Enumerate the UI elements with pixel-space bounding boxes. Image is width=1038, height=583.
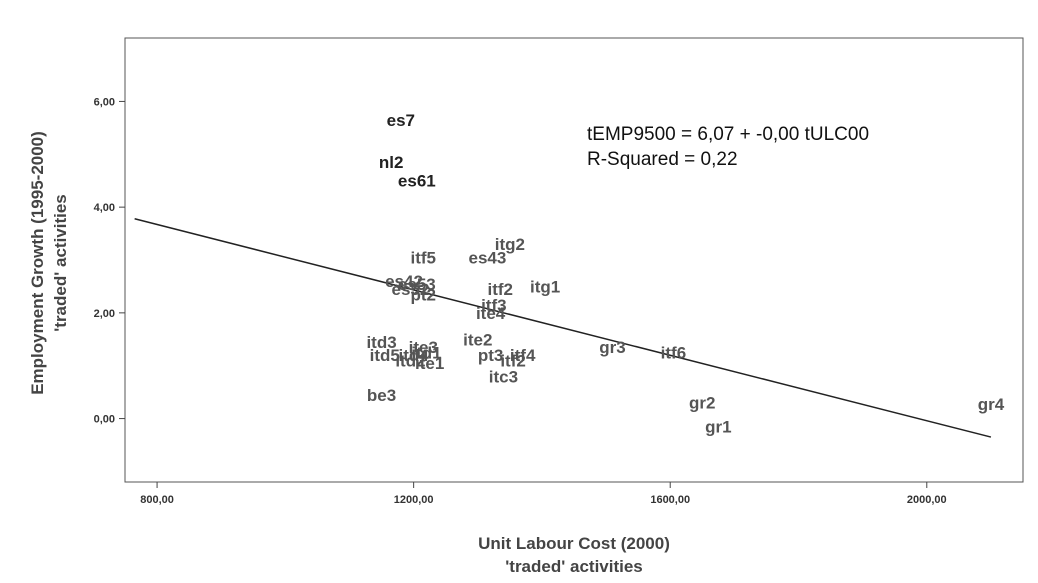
point-label-itf3: itf3 xyxy=(481,296,507,315)
point-label-ite1: ite1 xyxy=(415,354,444,373)
point-label-es52: es52 xyxy=(392,280,430,299)
point-label-itd4: itd4 xyxy=(399,346,430,365)
point-label-pt3: pt3 xyxy=(478,346,504,365)
point-label-itd1: itd1 xyxy=(411,344,441,363)
fit-equation: tEMP9500 = 6,07 + -0,00 tULC00 xyxy=(587,124,869,145)
x-tick-label: 1600,00 xyxy=(650,494,690,506)
point-label-ite2: ite2 xyxy=(463,330,492,349)
r-squared-value: R-Squared = 0,22 xyxy=(587,149,738,170)
point-label-es7: es7 xyxy=(387,111,415,130)
point-label-itg2: itg2 xyxy=(495,235,525,254)
point-label-gr3: gr3 xyxy=(599,338,625,357)
point-label-gr1: gr1 xyxy=(705,418,731,437)
point-label-es43: es43 xyxy=(468,248,506,267)
point-label-itf2: itf2 xyxy=(487,280,513,299)
plot-area xyxy=(124,37,1024,483)
y-tick-label: 2,00 xyxy=(94,308,115,320)
point-label-es53: es53 xyxy=(398,275,436,294)
y-tick-label: 6,00 xyxy=(94,96,115,108)
point-label-be3: be3 xyxy=(367,386,396,405)
point-label-itc3: itc3 xyxy=(489,367,518,386)
point-label-itf4: itf4 xyxy=(510,346,536,365)
point-label-itg1: itg1 xyxy=(530,277,560,296)
point-label-itd2: itd2 xyxy=(395,351,425,370)
y-axis-ticks: 0,00 2,00 4,00 6,00 xyxy=(94,96,125,426)
point-label-itd3: itd3 xyxy=(366,333,396,352)
point-label-itf6: itf6 xyxy=(661,344,687,363)
x-tick-label: 800,00 xyxy=(140,494,174,506)
x-tick-label: 2000,00 xyxy=(907,494,947,506)
y-axis-sublabel: 'traded' activities xyxy=(51,194,70,332)
point-label-gr2: gr2 xyxy=(689,394,715,413)
x-axis-sublabel: 'traded' activities xyxy=(505,557,643,576)
annotation-box xyxy=(584,116,998,182)
point-label-es61: es61 xyxy=(398,172,436,191)
point-label-nl2: nl2 xyxy=(379,153,404,172)
point-label-ite3: ite3 xyxy=(409,338,438,357)
y-axis-label: Employment Growth (1995-2000) xyxy=(28,131,47,395)
point-label-itf5: itf5 xyxy=(411,248,437,267)
point-label-pt2: pt2 xyxy=(411,285,437,304)
point-label-es42: es42 xyxy=(385,272,423,291)
x-axis-label: Unit Labour Cost (2000) xyxy=(478,534,670,553)
point-label-itf2: itf2 xyxy=(500,351,526,370)
x-axis-ticks: 800,00 1200,00 1600,00 2000,00 xyxy=(140,482,947,506)
y-tick-label: 0,00 xyxy=(94,414,115,426)
point-label-ite4: ite4 xyxy=(476,304,506,323)
y-tick-label: 4,00 xyxy=(94,202,115,214)
fit-annotation: tEMP9500 = 6,07 + -0,00 tULC00 R-Squared… xyxy=(584,116,998,182)
point-label-itd5: itd5 xyxy=(370,346,400,365)
point-label-gr4: gr4 xyxy=(978,395,1005,414)
x-tick-label: 1200,00 xyxy=(394,494,434,506)
regression-line xyxy=(134,218,992,438)
